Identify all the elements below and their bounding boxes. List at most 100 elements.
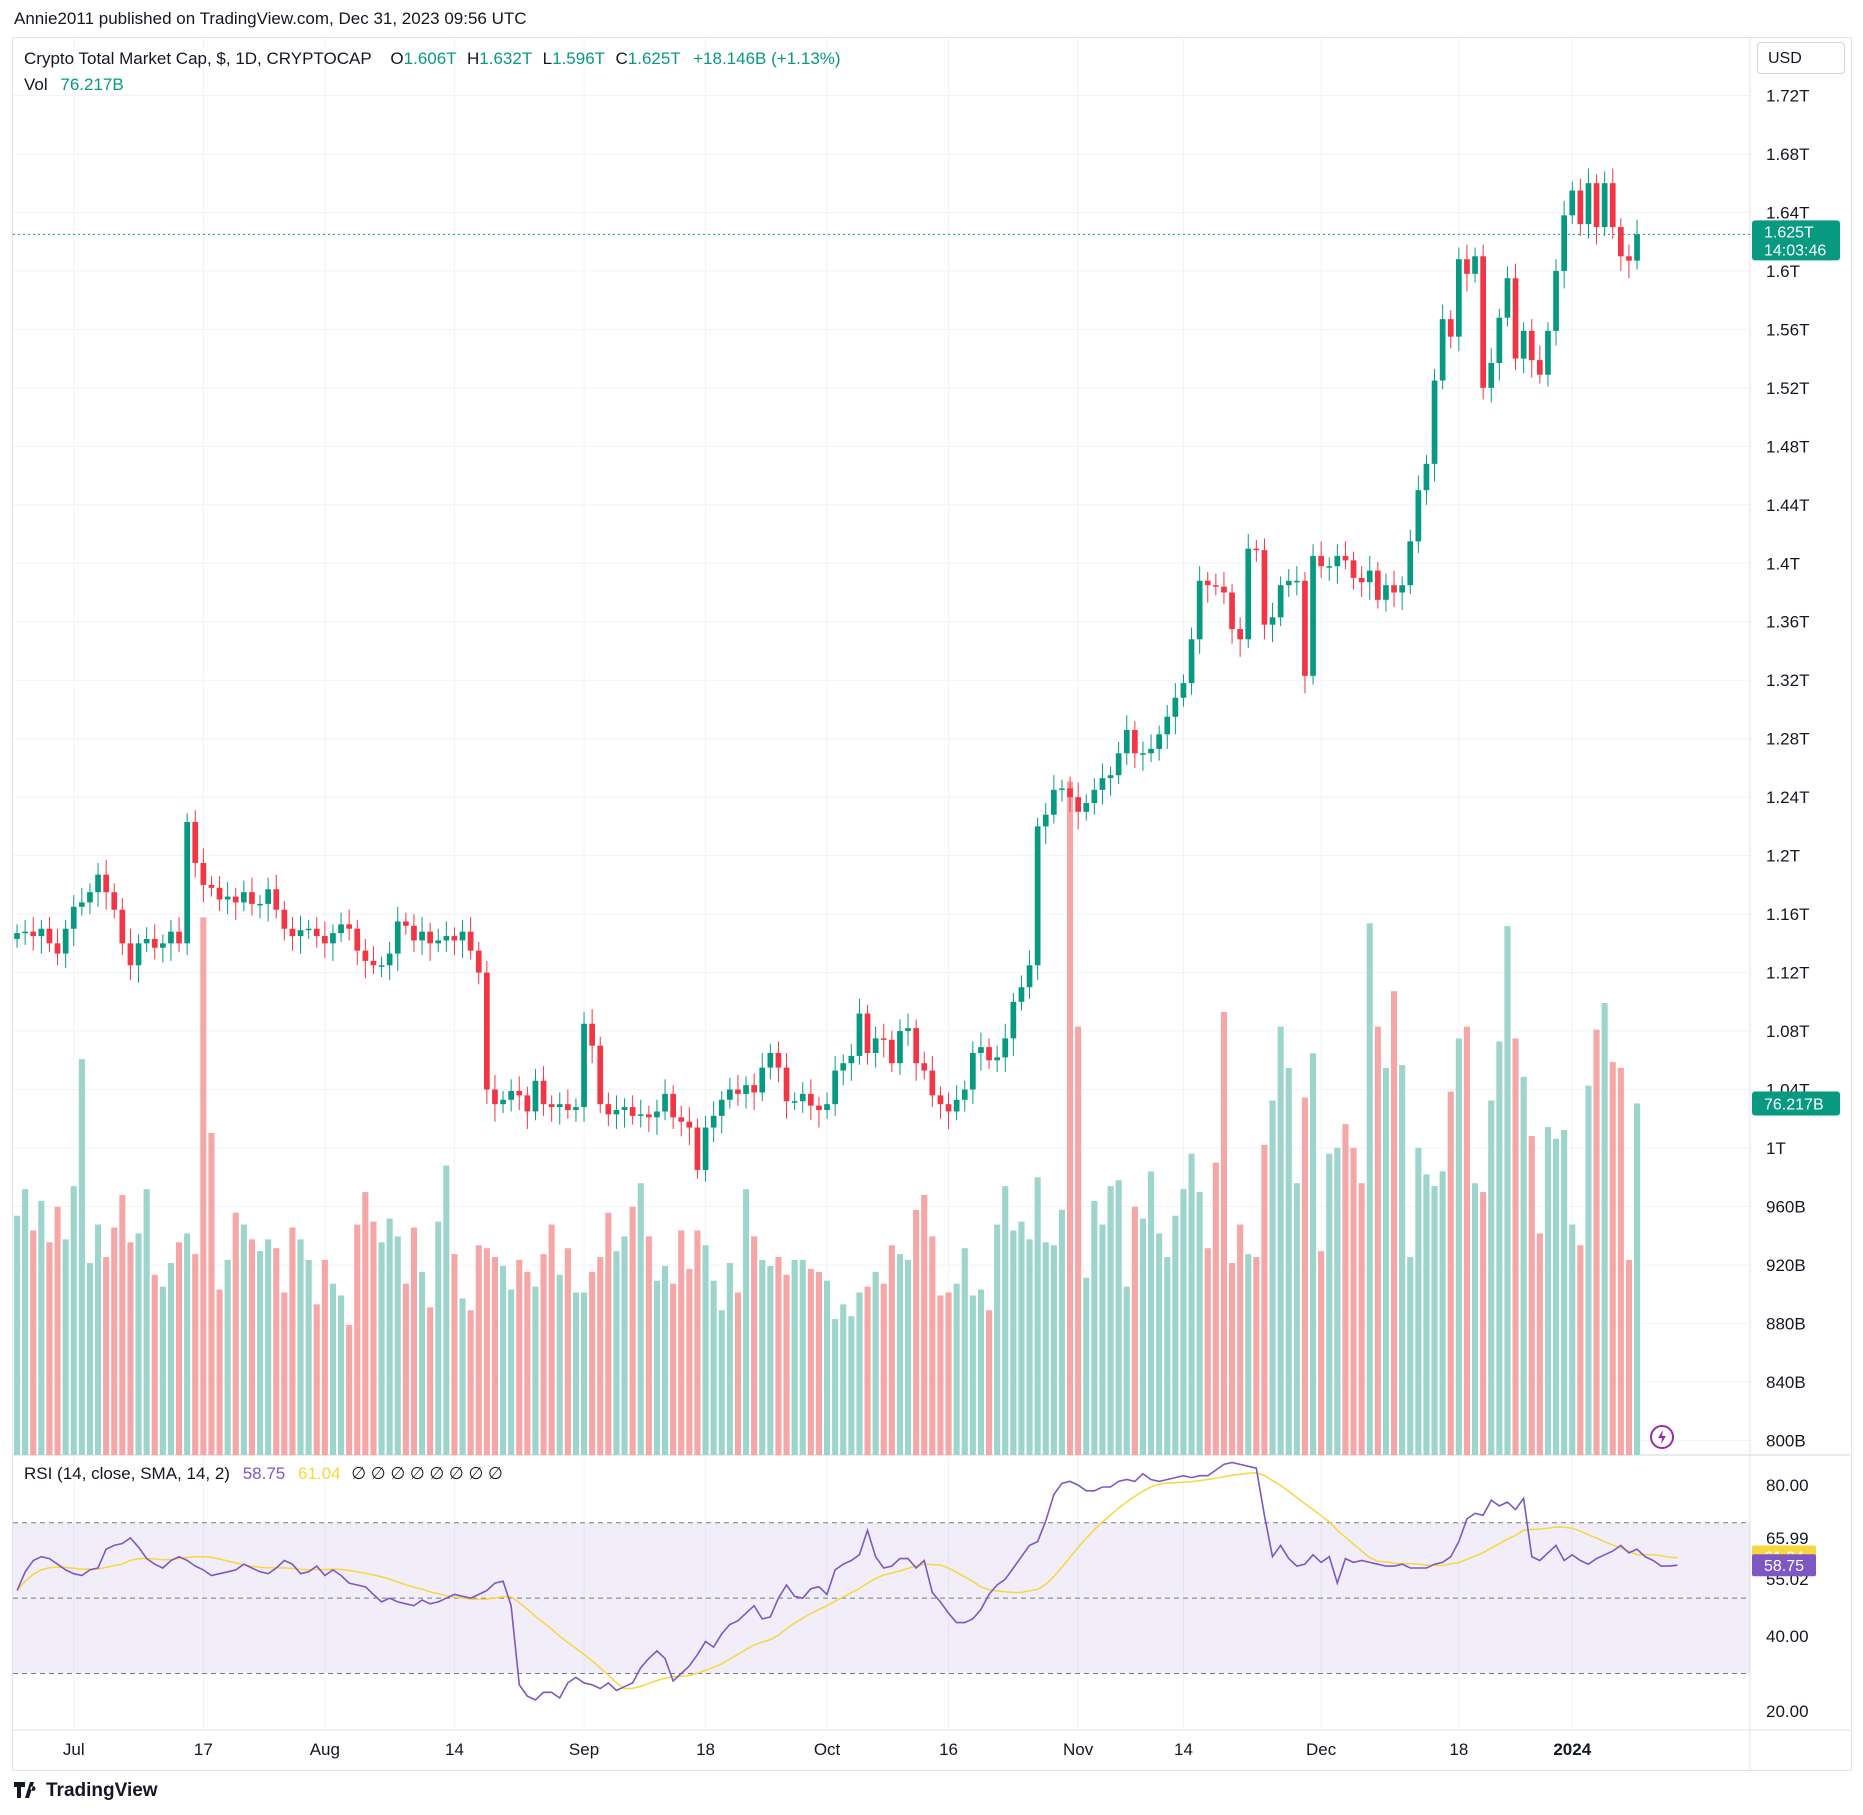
candle-body	[1132, 729, 1138, 754]
volume-bar	[1350, 1147, 1357, 1455]
volume-bar	[734, 1292, 741, 1455]
candle-body	[1140, 753, 1146, 755]
candle-body	[913, 1028, 919, 1064]
time-axis-label: 16	[939, 1740, 958, 1759]
volume-bar	[1253, 1257, 1260, 1455]
candle-body	[62, 928, 69, 954]
candle-body	[646, 1114, 652, 1118]
candle-body	[184, 822, 190, 944]
volume-bar	[1334, 1147, 1341, 1455]
volume-bar	[905, 1260, 912, 1455]
volume-bar	[1148, 1171, 1155, 1455]
volume-bar	[702, 1245, 709, 1455]
candle-body	[443, 936, 450, 941]
candle-body	[1294, 580, 1300, 583]
open-value: 1.606T	[403, 49, 457, 68]
candle-body	[273, 889, 280, 910]
candle-body	[1399, 585, 1405, 593]
candle-body	[654, 1111, 660, 1118]
currency-button[interactable]: USD	[1757, 42, 1845, 74]
volume-bar	[678, 1230, 685, 1455]
volume-label[interactable]: Vol	[24, 75, 48, 94]
volume-bar	[994, 1224, 1001, 1455]
candle-body	[1051, 789, 1057, 815]
price-tick-label: 1.08T	[1766, 1022, 1809, 1041]
candle-body	[1115, 753, 1122, 776]
candle-body	[1010, 1001, 1017, 1039]
candle-body	[403, 921, 409, 926]
volume-bar	[232, 1212, 239, 1455]
volume-bar	[937, 1295, 944, 1455]
volume-bar	[273, 1248, 280, 1455]
volume-bar	[840, 1304, 847, 1455]
volume-bar	[637, 1183, 644, 1455]
volume-bar	[1156, 1233, 1163, 1455]
volume-bar	[815, 1271, 822, 1455]
candle-body	[573, 1107, 579, 1111]
volume-bar	[1374, 1026, 1381, 1455]
candle-body	[1172, 697, 1179, 717]
candle-body	[459, 931, 466, 941]
candle-body	[1464, 259, 1470, 274]
volume-bar	[1617, 1068, 1624, 1455]
volume-bar	[1269, 1100, 1276, 1455]
volume-bar	[1512, 1038, 1519, 1455]
volume-bar	[103, 1257, 110, 1455]
candle-body	[508, 1090, 514, 1100]
volume-bar	[953, 1283, 960, 1455]
candle-body	[1285, 580, 1292, 586]
rsi-tick-label: 20.00	[1766, 1702, 1809, 1721]
candle-body	[905, 1028, 911, 1032]
tradingview-brand[interactable]: TradingView	[14, 1780, 158, 1802]
price-tick-label: 800B	[1766, 1431, 1806, 1450]
candle-body	[216, 887, 223, 900]
time-axis-label: 14	[1174, 1740, 1193, 1759]
symbol-name[interactable]: Crypto Total Market Cap, $, 1D, CRYPTOCA…	[24, 49, 372, 68]
candle-body	[1042, 814, 1049, 827]
volume-bar	[86, 1262, 93, 1455]
volume-bar	[427, 1307, 434, 1455]
volume-bar	[1480, 1192, 1487, 1455]
candle-body	[297, 930, 304, 937]
publisher-line: Annie2011 published on TradingView.com, …	[14, 9, 527, 28]
rsi-label[interactable]: RSI (14, close, SMA, 14, 2)	[24, 1464, 230, 1483]
volume-bar	[1002, 1186, 1009, 1455]
candle-body	[629, 1107, 636, 1116]
candle-body	[346, 924, 352, 929]
candle-body	[1180, 683, 1187, 698]
candle-body	[1099, 778, 1106, 790]
candle-body	[1358, 577, 1365, 583]
volume-bar	[1277, 1026, 1284, 1455]
candle-body	[832, 1070, 838, 1105]
candle-body	[1593, 183, 1600, 228]
candle-body	[313, 928, 320, 937]
last-price-countdown: 14:03:46	[1764, 242, 1826, 259]
candle-body	[30, 931, 37, 937]
candle-body	[1342, 555, 1349, 561]
volume-bar	[151, 1274, 158, 1455]
volume-bar	[1164, 1257, 1171, 1455]
price-tick-label: 1.28T	[1766, 730, 1809, 749]
candle-body	[1123, 729, 1130, 754]
candle-body	[1245, 548, 1252, 640]
volume-bar	[1544, 1127, 1551, 1455]
volume-bar	[921, 1195, 928, 1455]
price-tick-label: 1.24T	[1766, 788, 1809, 807]
volume-bar	[1293, 1183, 1300, 1455]
volume-bar	[1261, 1144, 1268, 1455]
candle-body	[305, 928, 312, 931]
candle-body	[1472, 256, 1478, 274]
volume-bar	[548, 1224, 555, 1455]
candle-body	[1156, 734, 1162, 749]
time-axis-label: Nov	[1063, 1740, 1094, 1759]
candle-body	[1002, 1038, 1009, 1058]
candle-body	[1431, 380, 1438, 464]
volume-bar	[1042, 1242, 1049, 1455]
volume-bar	[354, 1224, 361, 1455]
rsi-sma-line	[16, 1472, 1678, 1690]
candle-body	[848, 1055, 855, 1064]
volume-bar	[1407, 1257, 1414, 1455]
volume-bar	[1496, 1041, 1503, 1455]
candle-body	[22, 931, 28, 934]
